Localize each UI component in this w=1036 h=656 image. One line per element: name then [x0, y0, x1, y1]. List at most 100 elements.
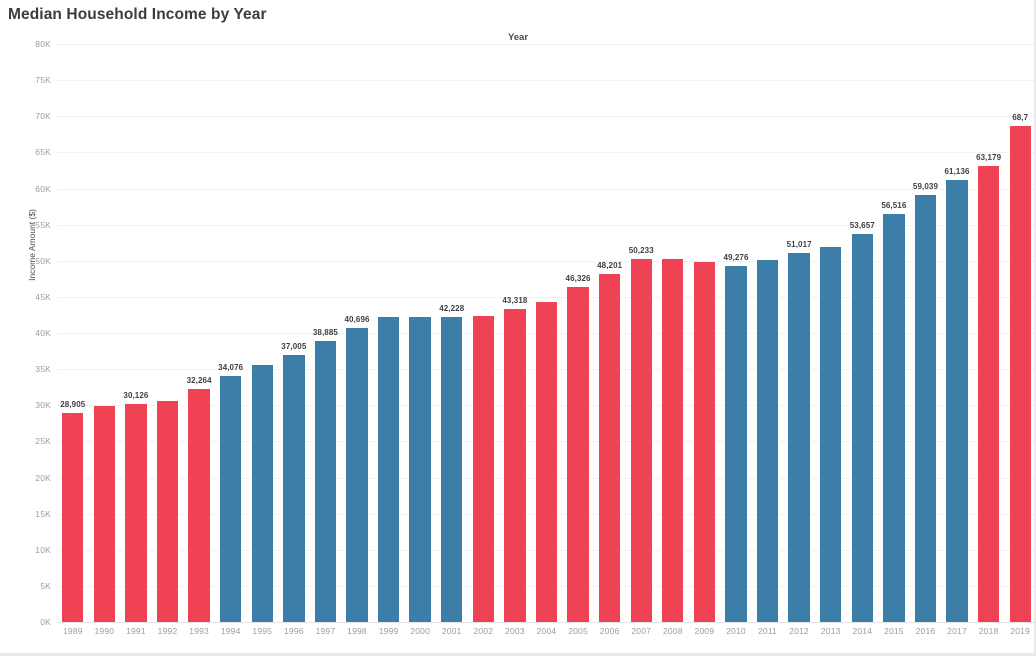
bar-2011[interactable] [755, 260, 780, 622]
x-axis-tick-label-2019: 2019 [1010, 626, 1031, 636]
bar-2004[interactable] [534, 301, 559, 622]
bar-value-label-1993: 32,264 [186, 375, 212, 385]
x-axis-tick-label-2014: 2014 [852, 626, 873, 636]
bar-2002[interactable] [471, 315, 495, 622]
y-axis-tick-label: 45K [35, 291, 51, 302]
bar-2018[interactable] [976, 165, 1001, 622]
y-axis-tick-label: 20K [35, 472, 51, 483]
x-axis-tick-label-2008: 2008 [662, 626, 683, 636]
bar-2014[interactable] [850, 234, 874, 622]
bar-2019[interactable] [1008, 125, 1032, 622]
bar-1991[interactable] [124, 404, 148, 622]
x-axis-tick-label-2007: 2007 [631, 626, 652, 636]
x-axis-tick-label-1992: 1992 [157, 626, 178, 636]
bar-value-label-2007: 50,233 [628, 246, 654, 256]
x-axis-tick-label-2015: 2015 [884, 626, 904, 636]
bar-value-label-2016: 59,039 [912, 182, 938, 192]
bar-1993[interactable] [187, 388, 211, 622]
bar-value-label-2003: 43,318 [502, 296, 528, 306]
gridline [57, 188, 1036, 190]
bar-2003[interactable] [503, 309, 527, 622]
gridline [57, 224, 1036, 226]
bar-value-label-2001: 42,228 [439, 303, 465, 313]
x-axis-tick-label-2009: 2009 [694, 626, 715, 636]
bar-1997[interactable] [313, 341, 338, 622]
bar-value-label-2005: 46,326 [565, 274, 591, 284]
bar-value-label-2017: 61,136 [944, 167, 970, 177]
gridline [57, 296, 1036, 298]
bar-1989[interactable] [61, 413, 85, 622]
bar-value-label-2015: 56,516 [881, 200, 907, 210]
y-axis-tick-label: 75K [35, 75, 51, 86]
x-axis-title: Year [507, 32, 529, 43]
x-axis-tick-labels: 1989 1990 1991 1992 1993 1994 1995 1996 1997 1998… [57, 626, 1036, 644]
gridline [57, 622, 1036, 623]
y-axis-tick-label: 25K [35, 436, 51, 447]
gridline [57, 260, 1036, 262]
bar-value-label-1991: 30,126 [123, 391, 149, 401]
x-axis-tick-label-1993: 1993 [189, 626, 209, 636]
bar-2009[interactable] [692, 262, 717, 622]
bar-1998[interactable] [345, 327, 369, 622]
plot-area: 28,905 30,126 32,264 34,076 37,005 38,885 40,6… [57, 44, 1036, 623]
x-axis-tick-label-1997: 1997 [315, 626, 336, 636]
x-axis-tick-label-2011: 2011 [758, 626, 778, 636]
bar-1994[interactable] [219, 375, 243, 622]
bar-2012[interactable] [787, 253, 811, 622]
bar-1999[interactable] [376, 316, 401, 622]
x-axis-tick-label-2005: 2005 [568, 626, 588, 636]
x-axis-tick-label-2006: 2006 [599, 626, 620, 636]
bar-2005[interactable] [566, 287, 590, 622]
bar-2010[interactable] [724, 265, 748, 622]
bar-2006[interactable] [597, 273, 622, 622]
y-axis-tick-label: 5K [40, 580, 51, 591]
y-axis-tick-label: 50K [35, 255, 51, 266]
bar-2000[interactable] [408, 317, 432, 622]
x-axis-tick-label-2010: 2010 [726, 626, 746, 636]
bar-value-label-1989: 28,905 [60, 400, 86, 410]
x-axis-tick-label-2018: 2018 [978, 626, 999, 636]
bar-value-label-2010: 49,276 [723, 252, 749, 262]
x-axis-tick-label-1989: 1989 [62, 626, 83, 636]
y-axis-tick-label: 60K [35, 183, 51, 194]
bar-value-label-1997: 38,885 [312, 328, 338, 338]
bar-2017[interactable] [945, 180, 969, 622]
y-axis-tick-label: 40K [35, 328, 51, 338]
gridline [57, 152, 1036, 154]
x-axis-tick-label-2013: 2013 [820, 626, 841, 636]
bar-1996[interactable] [282, 354, 306, 622]
x-axis-tick-label-1995: 1995 [252, 626, 273, 636]
y-axis-tick-label: 30K [35, 400, 51, 411]
bar-2013[interactable] [819, 246, 843, 622]
bar-2008[interactable] [661, 258, 685, 622]
x-axis-tick-label-2016: 2016 [915, 626, 936, 636]
bar-1990[interactable] [92, 405, 117, 622]
x-axis-tick-label-1998: 1998 [347, 626, 367, 636]
x-axis-tick-label-1996: 1996 [283, 626, 304, 636]
bar-2007[interactable] [629, 259, 653, 622]
bar-value-label-2019: 68,7 [1012, 112, 1029, 122]
x-axis-tick-label-1994: 1994 [220, 626, 241, 636]
x-axis-tick-label-2017: 2017 [947, 626, 967, 636]
y-axis-tick-label: 35K [35, 364, 51, 375]
y-axis-title: Income Amount ($) [27, 209, 37, 281]
bar-1992[interactable] [155, 400, 180, 622]
x-axis-tick-label-2000: 2000 [410, 626, 431, 636]
bar-value-label-1994: 34,076 [218, 362, 244, 372]
bar-1995[interactable] [250, 365, 274, 622]
bar-2016[interactable] [913, 195, 938, 622]
bar-value-label-2012: 51,017 [786, 240, 812, 250]
gridline [57, 116, 1036, 118]
bar-2015[interactable] [882, 213, 906, 622]
y-axis-tick-label: 15K [35, 508, 51, 519]
y-axis-tick-label: 0K [40, 617, 51, 627]
gridline [57, 80, 1036, 82]
y-axis-tick-label: 70K [35, 111, 51, 122]
bar-2001[interactable] [440, 316, 464, 622]
x-axis-tick-label-2001: 2001 [441, 626, 462, 636]
bar-value-label-2014: 53,657 [849, 221, 875, 231]
y-axis-tick-label: 65K [35, 147, 51, 158]
y-axis-tick-label: 55K [35, 219, 51, 230]
x-axis-tick-label-1999: 1999 [378, 626, 399, 636]
